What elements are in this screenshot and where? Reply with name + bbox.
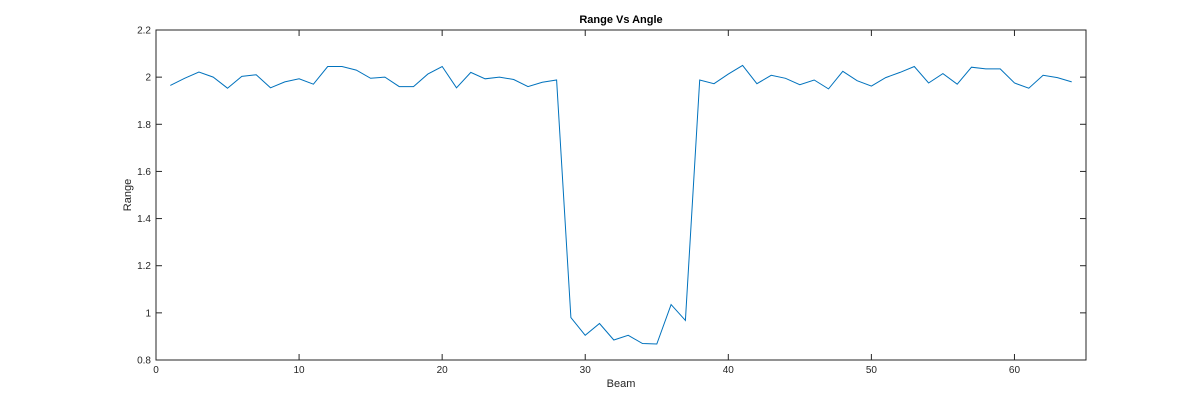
y-tick-label: 0.8 [137, 356, 151, 367]
y-tick-label: 1.2 [137, 261, 151, 272]
y-tick-label: 1 [145, 308, 151, 319]
y-tick-label: 2.2 [137, 26, 151, 37]
series-line [170, 64, 1072, 345]
y-tick-label: 1.6 [137, 167, 151, 178]
axes-box [155, 29, 1087, 361]
x-tick-label: 30 [580, 365, 592, 376]
axis-tick-labels: 0 10 20 30 40 50 60 0.8 1 1.2 1.4 1.6 1.8 2 2.2 [137, 26, 1020, 377]
chart-title: Range Vs Angle [579, 14, 662, 26]
x-tick-label: 40 [723, 365, 735, 376]
x-tick-label: 20 [437, 365, 449, 376]
x-tick-label: 10 [294, 365, 306, 376]
y-tick-label: 1.4 [137, 214, 151, 225]
plot-area-background [156, 30, 1086, 360]
x-axis-label: Beam [607, 378, 636, 390]
x-tick-label: 0 [153, 365, 159, 376]
x-tick-label: 60 [1009, 365, 1021, 376]
y-tick-label: 1.8 [137, 120, 151, 131]
x-tick-label: 50 [866, 365, 878, 376]
y-tick-label: 2 [145, 73, 151, 84]
y-axis-label: Range [122, 179, 134, 211]
